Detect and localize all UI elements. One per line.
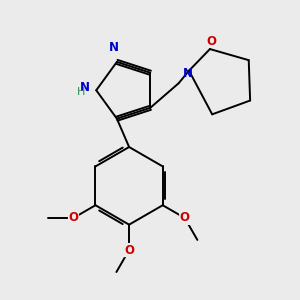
Text: N: N xyxy=(109,41,119,54)
Text: O: O xyxy=(68,212,79,224)
Text: N: N xyxy=(182,67,193,80)
Text: N: N xyxy=(80,81,90,94)
Text: H: H xyxy=(76,87,85,97)
Text: O: O xyxy=(180,212,190,224)
Text: O: O xyxy=(124,244,134,256)
Text: O: O xyxy=(206,35,216,48)
